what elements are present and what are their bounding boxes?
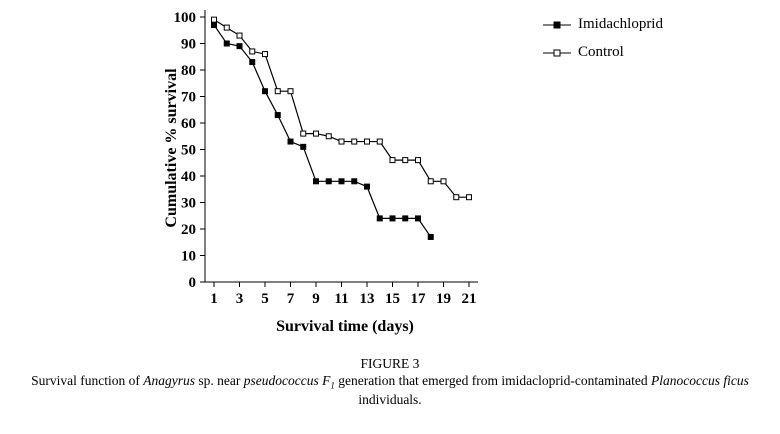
- x-tick-label: 1: [210, 291, 218, 307]
- data-point-control: [287, 88, 294, 95]
- y-tick-label: 50: [181, 143, 196, 159]
- data-point-control: [223, 24, 230, 31]
- data-point-control: [249, 48, 256, 55]
- data-point-control: [427, 178, 434, 185]
- figure-caption: Survival function of Anagyrus sp. near p…: [0, 373, 780, 409]
- x-tick-label: 7: [287, 291, 295, 307]
- legend-item-imidachloprid: Imidachloprid: [543, 16, 663, 33]
- data-point-control: [274, 88, 281, 95]
- caption-species-italic: pseudococcus F: [243, 373, 331, 388]
- legend-item-control: Control: [543, 44, 663, 61]
- data-point-imidachloprid: [313, 178, 319, 185]
- data-point-imidachloprid: [287, 138, 294, 145]
- y-tick-label: 20: [181, 222, 196, 238]
- x-tick-label: 5: [261, 291, 269, 307]
- x-tick-label: 21: [462, 291, 477, 307]
- x-tick-label: 17: [411, 291, 427, 307]
- data-point-imidachloprid: [427, 233, 434, 240]
- open-square-marker-icon: [543, 49, 571, 56]
- x-tick-label: 3: [236, 291, 244, 307]
- data-point-imidachloprid: [236, 43, 243, 50]
- data-point-control: [236, 32, 243, 39]
- y-tick-label: 60: [181, 116, 196, 132]
- data-point-control: [351, 138, 358, 145]
- series-line-imidachloprid: [213, 24, 432, 238]
- data-point-imidachloprid: [300, 143, 307, 150]
- data-point-imidachloprid: [364, 183, 370, 190]
- data-point-control: [415, 157, 421, 164]
- data-point-control: [325, 133, 332, 140]
- x-tick-label: 11: [334, 291, 348, 307]
- data-point-imidachloprid: [223, 40, 230, 47]
- data-point-imidachloprid: [325, 178, 332, 185]
- data-point-imidachloprid: [211, 21, 217, 28]
- data-point-imidachloprid: [376, 215, 383, 222]
- filled-square-marker-icon: [543, 21, 571, 28]
- y-tick-label: 30: [181, 196, 196, 212]
- data-point-control: [440, 178, 447, 185]
- series-line-control: [213, 19, 469, 198]
- data-point-imidachloprid: [402, 215, 409, 222]
- y-tick-label: 100: [174, 10, 197, 26]
- chart-legend: Imidachloprid Control: [543, 16, 663, 72]
- y-axis-title: Cumulative % survival: [163, 68, 180, 228]
- caption-text: sp. near: [195, 373, 244, 388]
- data-point-imidachloprid: [351, 178, 358, 185]
- caption-genus-italic: Anagyrus: [143, 373, 195, 388]
- data-point-imidachloprid: [415, 215, 421, 222]
- caption-text: Survival function of: [31, 373, 144, 388]
- x-tick-label: 9: [312, 291, 320, 307]
- data-point-control: [376, 138, 383, 145]
- data-point-control: [262, 51, 268, 58]
- y-tick-label: 40: [181, 169, 196, 185]
- data-point-imidachloprid: [338, 178, 345, 185]
- x-tick-label: 19: [436, 291, 451, 307]
- caption-host-italic: Planococcus ficus: [650, 373, 749, 388]
- x-tick-label: 15: [385, 291, 400, 307]
- data-point-control: [313, 130, 319, 137]
- legend-label-control: Control: [578, 44, 624, 60]
- x-tick-label: 13: [360, 291, 375, 307]
- data-point-imidachloprid: [262, 88, 268, 95]
- y-tick-label: 70: [181, 90, 196, 106]
- data-point-control: [466, 194, 472, 201]
- y-tick-label: 90: [181, 37, 196, 53]
- legend-label-imidachloprid: Imidachloprid: [578, 16, 663, 32]
- data-point-control: [338, 138, 345, 145]
- data-point-control: [453, 194, 460, 201]
- data-point-imidachloprid: [274, 112, 281, 119]
- data-point-control: [300, 130, 307, 137]
- figure-number: FIGURE 3: [360, 356, 420, 371]
- y-tick-label: 10: [181, 249, 196, 265]
- x-axis-title: Survival time (days): [276, 318, 414, 335]
- y-tick-label: 0: [189, 275, 197, 291]
- data-point-control: [389, 157, 396, 164]
- caption-text: generation that emerged from imidaclopri…: [334, 373, 651, 388]
- data-point-imidachloprid: [389, 215, 396, 222]
- data-point-control: [402, 157, 409, 164]
- y-tick-label: 80: [181, 63, 196, 79]
- caption-text: individuals.: [358, 391, 422, 407]
- data-point-control: [364, 138, 370, 145]
- data-point-imidachloprid: [249, 59, 256, 66]
- caption-f1-subscript: 1: [330, 380, 335, 391]
- data-point-control: [211, 16, 217, 23]
